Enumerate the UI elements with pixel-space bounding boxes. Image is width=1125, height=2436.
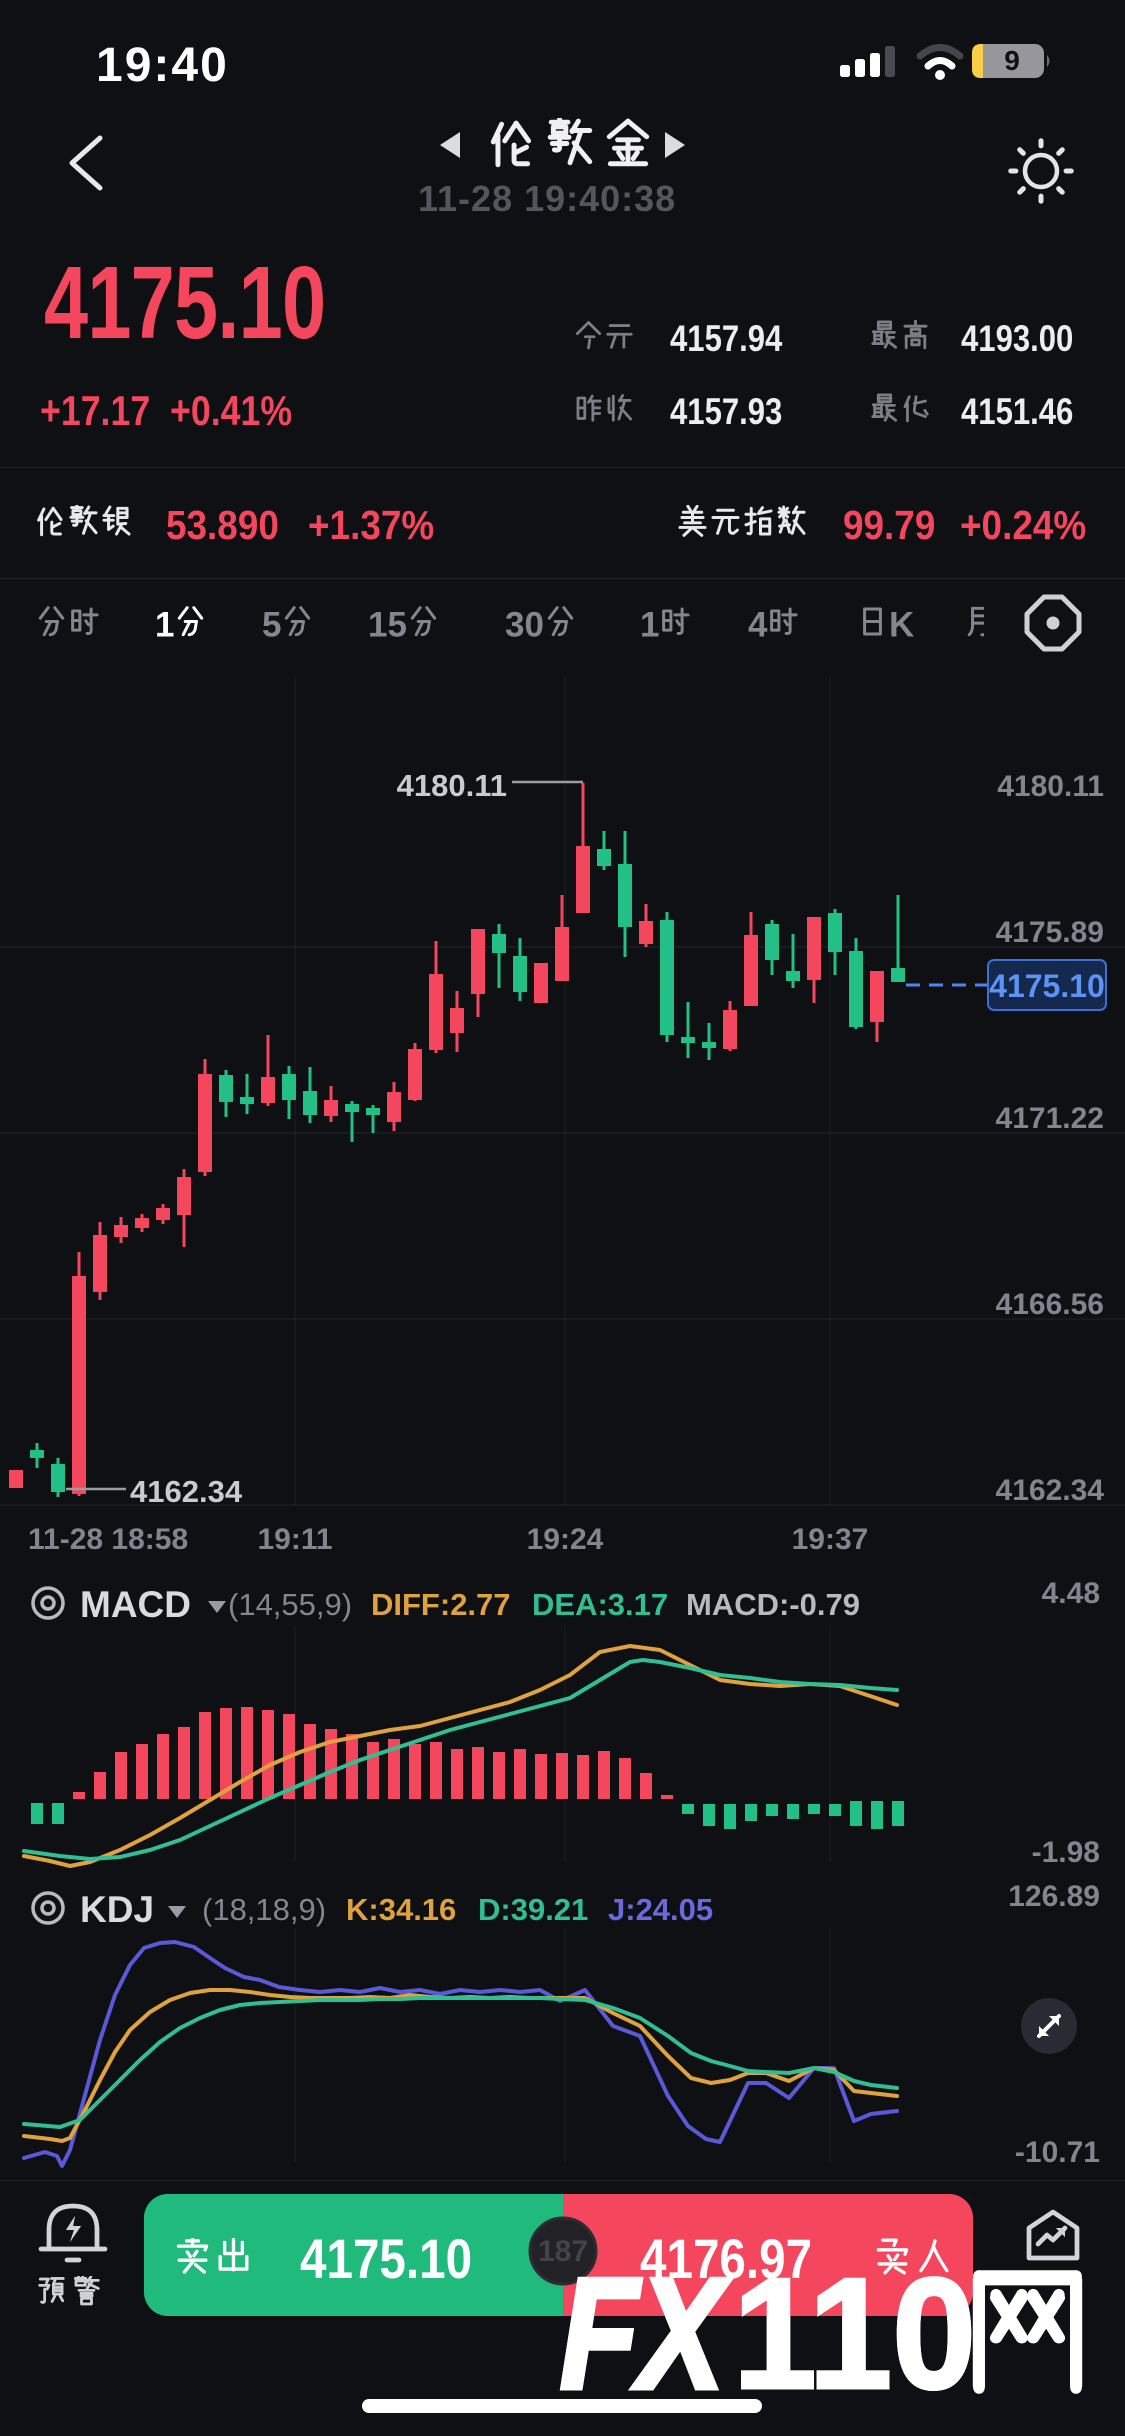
svg-text:126.89: 126.89 bbox=[1008, 1880, 1100, 1913]
svg-text:-1.98: -1.98 bbox=[1032, 1836, 1100, 1869]
svg-text:11-28 18:58: 11-28 18:58 bbox=[28, 1523, 188, 1556]
svg-text:-10.71: -10.71 bbox=[1015, 2136, 1100, 2169]
svg-text:19:11: 19:11 bbox=[257, 1523, 332, 1556]
svg-text:9: 9 bbox=[1004, 45, 1020, 76]
svg-text:4162.34: 4162.34 bbox=[130, 1474, 243, 1509]
svg-text:19:24: 19:24 bbox=[527, 1523, 604, 1556]
svg-text:4175.89: 4175.89 bbox=[996, 916, 1104, 949]
svg-text:19:37: 19:37 bbox=[792, 1523, 869, 1556]
svg-text:4175.10: 4175.10 bbox=[989, 968, 1105, 1004]
svg-text:FX: FX bbox=[560, 2246, 731, 2422]
svg-text:4171.22: 4171.22 bbox=[996, 1102, 1104, 1135]
svg-text:4180.11: 4180.11 bbox=[397, 768, 507, 803]
svg-text:110: 110 bbox=[733, 2246, 976, 2422]
svg-text:187: 187 bbox=[538, 2235, 588, 2268]
svg-text:4166.56: 4166.56 bbox=[996, 1288, 1104, 1321]
svg-text:4180.11: 4180.11 bbox=[997, 770, 1104, 803]
svg-text:4162.34: 4162.34 bbox=[996, 1474, 1105, 1507]
svg-text:4.48: 4.48 bbox=[1042, 1577, 1100, 1610]
